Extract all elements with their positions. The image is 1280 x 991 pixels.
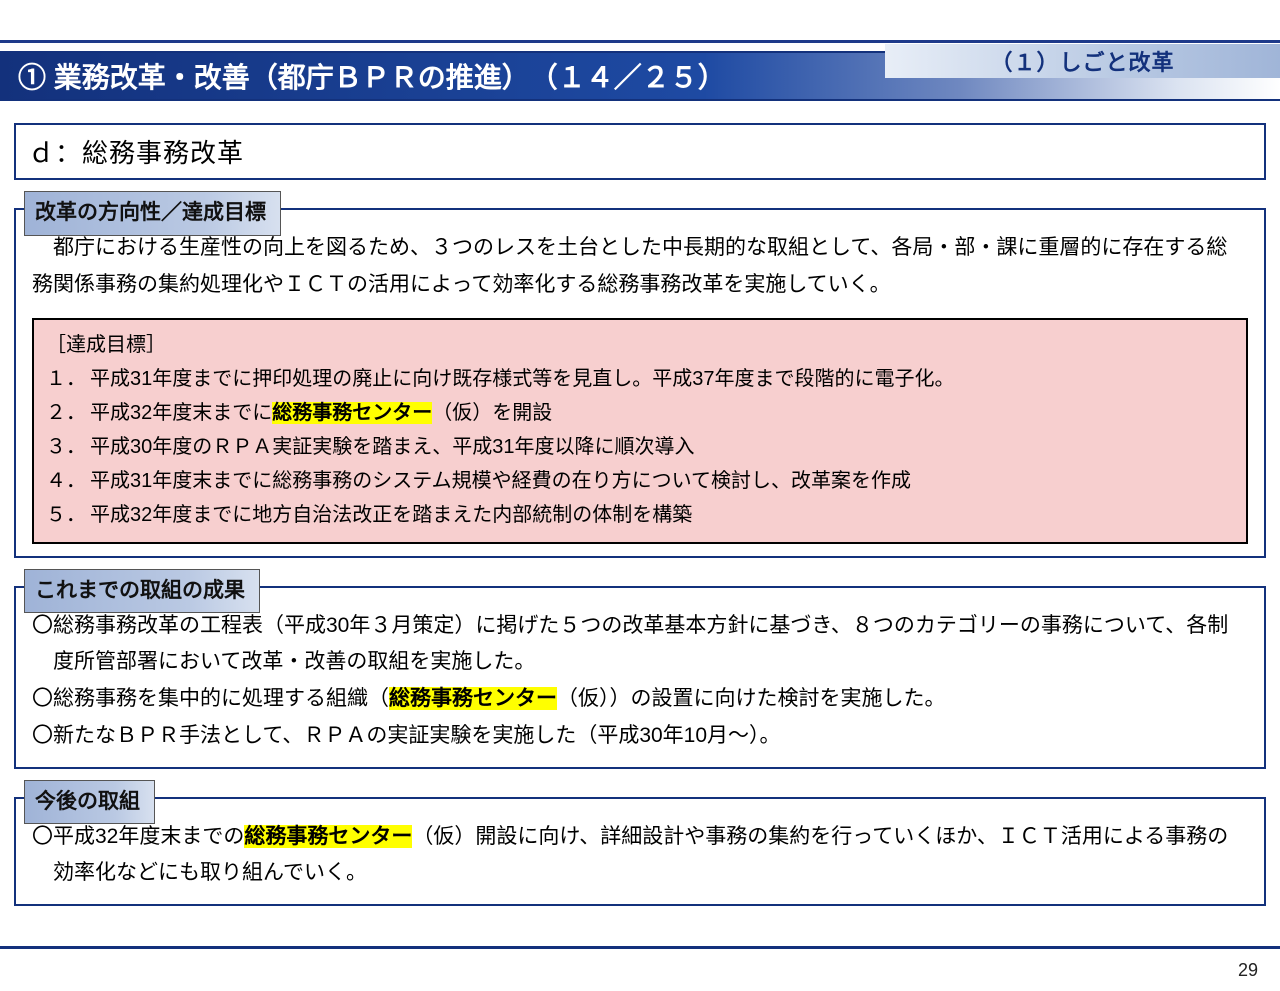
- results-section-label: これまでの取組の成果: [24, 569, 260, 614]
- future-text: 平成32年度末までの総務事務センター（仮）開設に向け、詳細設計や事務の集約を行っ…: [53, 819, 1248, 893]
- circle-marker: 〇: [32, 819, 53, 893]
- page-number: 29: [1238, 960, 1258, 981]
- goal-text: 平成32年度末までに総務事務センター（仮）を開設: [90, 396, 552, 430]
- goal-num: １．: [46, 362, 86, 396]
- goal-num: ３．: [46, 430, 86, 464]
- subsection-d-label: ｄ：総務事務改革: [28, 138, 244, 168]
- future-section: 今後の取組 〇 平成32年度末までの総務事務センター（仮）開設に向け、詳細設計や…: [14, 797, 1266, 907]
- goals-header: ［達成目標］: [46, 328, 1234, 362]
- circle-marker: 〇: [32, 608, 53, 682]
- page-title: ① 業務改革・改善（都庁ＢＰＲの推進） （１４／２５）: [18, 56, 726, 96]
- goals-box: ［達成目標］ １． 平成31年度までに押印処理の廃止に向け既存様式等を見直し。平…: [32, 318, 1248, 544]
- results-section: これまでの取組の成果 〇 総務事務改革の工程表（平成30年３月策定）に掲げた５つ…: [14, 586, 1266, 769]
- bottom-rule: [0, 946, 1280, 949]
- direction-intro: 都庁における生産性の向上を図るため、３つのレスを土台とした中長期的な取組として、…: [32, 230, 1248, 304]
- result-text: 総務事務を集中的に処理する組織（総務事務センター（仮））の設置に向けた検討を実施…: [53, 681, 1248, 718]
- goal-item: ２． 平成32年度末までに総務事務センター（仮）を開設: [46, 396, 1234, 430]
- top-rule: [0, 40, 1280, 43]
- circle-marker: 〇: [32, 681, 53, 718]
- result-item: 〇 新たなＢＰＲ手法として、ＲＰＡの実証実験を実施した（平成30年10月～）。: [32, 718, 1248, 755]
- goal-item: ４． 平成31年度末までに総務事務のシステム規模や経費の在り方について検討し、改…: [46, 464, 1234, 498]
- result-item: 〇 総務事務を集中的に処理する組織（総務事務センター（仮））の設置に向けた検討を…: [32, 681, 1248, 718]
- goal-text: 平成31年度までに押印処理の廃止に向け既存様式等を見直し。平成37年度まで段階的…: [90, 362, 955, 396]
- corner-badge: （１）しごと改革: [885, 44, 1280, 78]
- future-section-label: 今後の取組: [24, 780, 155, 825]
- direction-section: 改革の方向性／達成目標 都庁における生産性の向上を図るため、３つのレスを土台とし…: [14, 208, 1266, 558]
- goals-list: １． 平成31年度までに押印処理の廃止に向け既存様式等を見直し。平成37年度まで…: [46, 362, 1234, 532]
- result-text: 総務事務改革の工程表（平成30年３月策定）に掲げた５つの改革基本方針に基づき、８…: [53, 608, 1248, 682]
- goal-text: 平成31年度末までに総務事務のシステム規模や経費の在り方について検討し、改革案を…: [90, 464, 911, 498]
- goal-item: １． 平成31年度までに押印処理の廃止に向け既存様式等を見直し。平成37年度まで…: [46, 362, 1234, 396]
- subsection-d-box: ｄ：総務事務改革: [14, 123, 1266, 180]
- goal-text: 平成30年度のＲＰＡ実証実験を踏まえ、平成31年度以降に順次導入: [90, 430, 695, 464]
- goal-num: ５．: [46, 498, 86, 532]
- circle-marker: 〇: [32, 718, 53, 755]
- result-text: 新たなＢＰＲ手法として、ＲＰＡの実証実験を実施した（平成30年10月～）。: [53, 718, 1248, 755]
- direction-section-label: 改革の方向性／達成目標: [24, 191, 281, 236]
- result-item: 〇 総務事務改革の工程表（平成30年３月策定）に掲げた５つの改革基本方針に基づき…: [32, 608, 1248, 682]
- goal-text: 平成32年度までに地方自治法改正を踏まえた内部統制の体制を構築: [90, 498, 692, 532]
- goal-num: ２．: [46, 396, 86, 430]
- content-area: ｄ：総務事務改革 改革の方向性／達成目標 都庁における生産性の向上を図るため、３…: [0, 101, 1280, 906]
- future-item: 〇 平成32年度末までの総務事務センター（仮）開設に向け、詳細設計や事務の集約を…: [32, 819, 1248, 893]
- goal-item: ３． 平成30年度のＲＰＡ実証実験を踏まえ、平成31年度以降に順次導入: [46, 430, 1234, 464]
- goal-num: ４．: [46, 464, 86, 498]
- goal-item: ５． 平成32年度までに地方自治法改正を踏まえた内部統制の体制を構築: [46, 498, 1234, 532]
